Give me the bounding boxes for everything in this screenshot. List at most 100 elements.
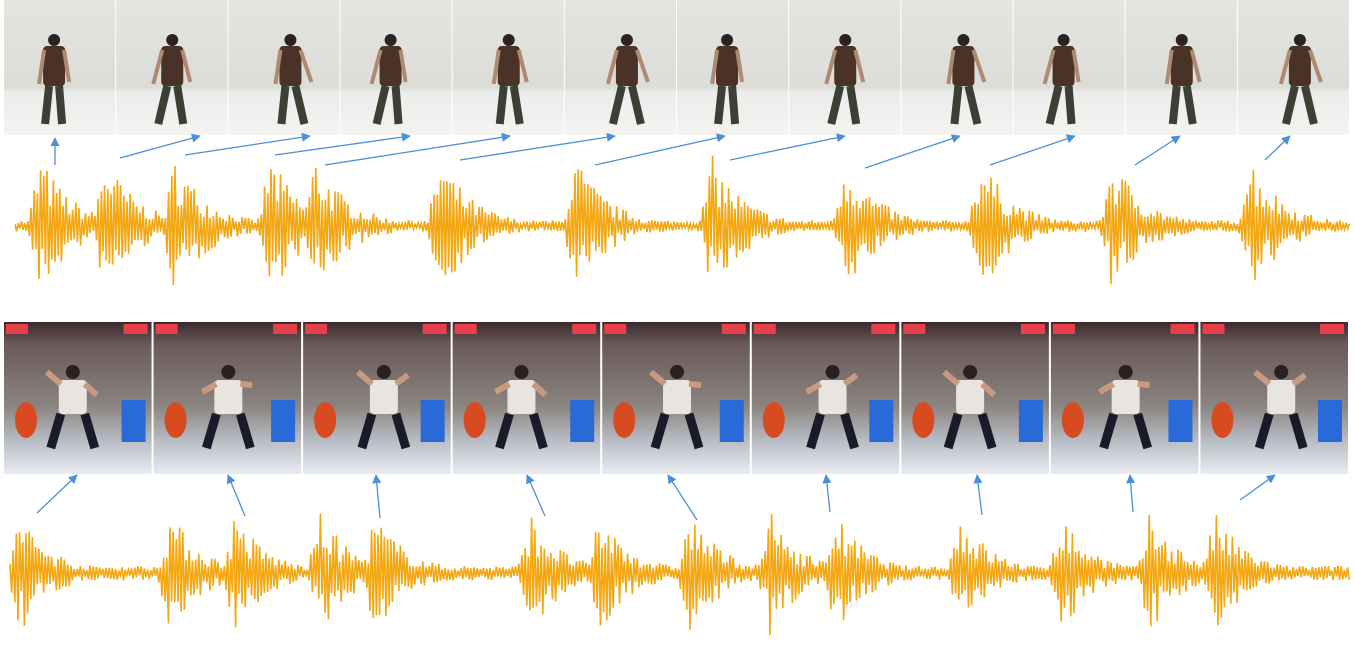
video-frame bbox=[116, 0, 228, 135]
leg bbox=[154, 85, 172, 125]
arm bbox=[649, 369, 667, 387]
head bbox=[620, 34, 633, 46]
video-frame bbox=[1050, 322, 1199, 474]
arrow bbox=[226, 474, 246, 517]
torso bbox=[956, 380, 985, 414]
neon-sign bbox=[454, 324, 477, 334]
torso bbox=[663, 380, 691, 414]
head bbox=[1118, 365, 1133, 379]
arrow bbox=[729, 133, 846, 161]
leg bbox=[1182, 85, 1197, 125]
leg bbox=[55, 85, 67, 125]
arm bbox=[180, 49, 193, 83]
arm bbox=[853, 49, 866, 83]
legs bbox=[357, 412, 411, 450]
arm bbox=[1164, 49, 1174, 85]
lips-prop bbox=[1211, 402, 1234, 438]
arrow bbox=[372, 474, 382, 519]
torso bbox=[716, 46, 739, 86]
arm bbox=[1253, 369, 1272, 387]
arm bbox=[531, 381, 548, 398]
leg bbox=[1045, 85, 1063, 125]
arm bbox=[605, 49, 619, 85]
head bbox=[1057, 34, 1070, 46]
leg bbox=[827, 85, 845, 125]
leg bbox=[950, 85, 963, 125]
graffiti-box bbox=[719, 400, 744, 442]
neon-sign bbox=[903, 324, 926, 334]
arm bbox=[82, 381, 99, 398]
leg bbox=[1168, 85, 1181, 125]
arm bbox=[942, 369, 961, 387]
neon-sign bbox=[604, 324, 627, 334]
head bbox=[221, 365, 236, 379]
torso bbox=[1111, 380, 1140, 414]
lips-prop bbox=[463, 402, 486, 438]
head bbox=[384, 34, 397, 46]
leg bbox=[372, 85, 390, 125]
neon-sign bbox=[123, 324, 148, 334]
leg bbox=[964, 85, 982, 125]
arm bbox=[44, 369, 63, 387]
arm bbox=[1308, 49, 1323, 83]
video-frame bbox=[452, 322, 601, 474]
head bbox=[963, 365, 978, 379]
leg bbox=[846, 85, 861, 125]
arm bbox=[516, 49, 529, 83]
neon-sign bbox=[721, 324, 746, 334]
legs bbox=[495, 412, 548, 450]
neon-sign bbox=[572, 324, 597, 334]
legs bbox=[943, 412, 997, 450]
arm bbox=[1291, 372, 1308, 387]
arm bbox=[398, 49, 408, 83]
arrows bbox=[36, 132, 1291, 521]
neon-sign bbox=[1020, 324, 1045, 334]
torso bbox=[379, 46, 402, 86]
legs bbox=[1099, 412, 1152, 450]
video-frame bbox=[1013, 0, 1125, 135]
video-frame bbox=[228, 0, 340, 135]
arm bbox=[1189, 49, 1202, 83]
arm bbox=[394, 372, 410, 387]
lips-prop bbox=[15, 402, 37, 438]
arm bbox=[273, 49, 283, 85]
arrow bbox=[973, 474, 983, 516]
arm bbox=[635, 49, 650, 83]
arm bbox=[37, 49, 47, 85]
video-frame bbox=[789, 0, 901, 135]
head bbox=[1175, 34, 1188, 46]
head bbox=[376, 365, 391, 379]
video-frame bbox=[602, 322, 750, 474]
torso bbox=[497, 46, 520, 86]
waveform bbox=[9, 513, 1350, 636]
lips-prop bbox=[314, 402, 337, 438]
video-frame bbox=[340, 0, 452, 135]
neon-sign bbox=[305, 324, 328, 334]
video-frame bbox=[901, 322, 1049, 474]
arm bbox=[735, 49, 745, 83]
top-frames bbox=[4, 0, 1349, 135]
torso bbox=[161, 46, 184, 86]
neon-sign bbox=[273, 324, 298, 334]
leg bbox=[1282, 85, 1299, 125]
arrow bbox=[36, 474, 78, 514]
leg bbox=[173, 85, 188, 125]
neon-sign bbox=[753, 324, 776, 334]
arm bbox=[493, 381, 511, 395]
arrow bbox=[594, 133, 726, 166]
head bbox=[670, 365, 684, 379]
leg bbox=[41, 85, 54, 125]
waveforms bbox=[9, 155, 1351, 636]
lips-prop bbox=[762, 402, 785, 438]
arm bbox=[491, 49, 501, 85]
arm bbox=[240, 381, 253, 388]
leg bbox=[291, 85, 309, 125]
neon-sign bbox=[1202, 324, 1225, 334]
leg bbox=[277, 85, 290, 125]
arm bbox=[710, 49, 720, 85]
arm bbox=[824, 49, 838, 85]
lips-prop bbox=[912, 402, 935, 438]
video-frame bbox=[1125, 0, 1237, 135]
arm bbox=[1278, 49, 1292, 85]
